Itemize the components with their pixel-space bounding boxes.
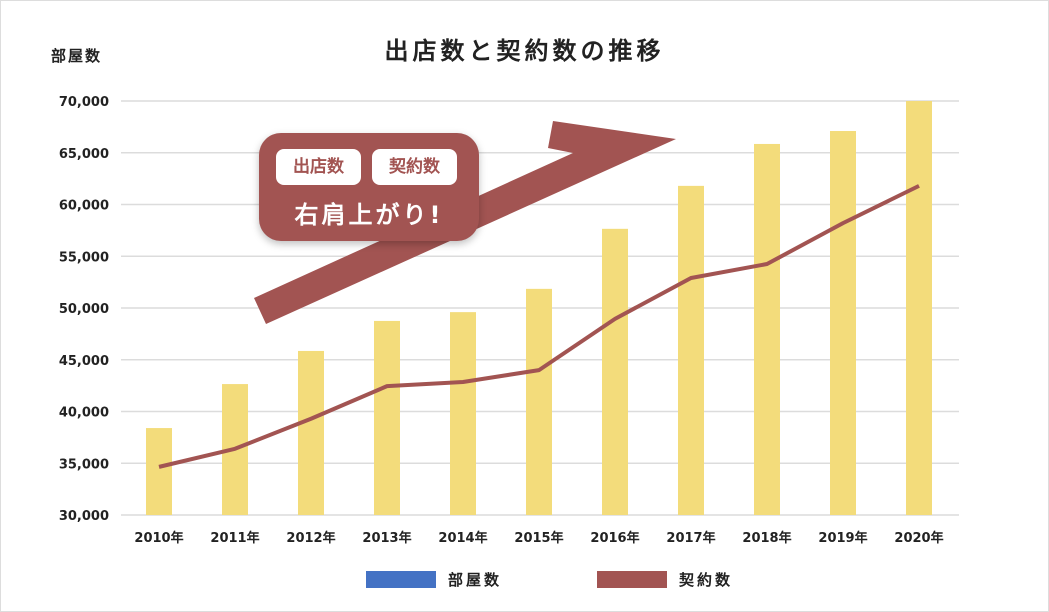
bar [146, 428, 172, 515]
x-tick-label: 2016年 [590, 530, 639, 546]
bar [450, 312, 476, 515]
bar [602, 228, 628, 515]
y-tick-label: 50,000 [59, 302, 109, 317]
x-tick-label: 2010年 [134, 530, 183, 546]
legend-swatch-contracts [597, 571, 668, 588]
x-tick-label: 2011年 [210, 530, 259, 546]
legend-label-contracts: 契約数 [679, 571, 734, 589]
x-tick-label: 2020年 [894, 530, 943, 546]
x-tick-label: 2014年 [438, 530, 487, 546]
bar [526, 288, 552, 515]
bar [678, 185, 704, 515]
x-tick-label: 2017年 [666, 530, 715, 546]
bar [298, 350, 324, 515]
y-tick-label: 40,000 [59, 406, 109, 421]
y-axis-label: 部屋数 [51, 47, 103, 65]
legend: 部屋数 契約数 [366, 569, 733, 590]
callout-chip-stores: 出店数 [276, 149, 361, 185]
x-tick-label: 2012年 [286, 530, 335, 546]
callout-headline: 右肩上がり! [294, 201, 444, 229]
x-tick-label: 2015年 [514, 530, 563, 546]
bar [906, 101, 932, 515]
bar [830, 131, 856, 515]
x-tick-label: 2019年 [818, 530, 867, 546]
y-tick-label: 60,000 [59, 199, 109, 214]
y-tick-label: 70,000 [59, 95, 109, 110]
y-tick-label: 55,000 [59, 250, 109, 265]
legend-swatch-rooms [366, 571, 436, 588]
x-tick-label: 2013年 [362, 530, 411, 546]
x-tick-label: 2018年 [742, 530, 791, 546]
bar [374, 320, 400, 515]
callout-chip-contracts: 契約数 [372, 149, 457, 185]
y-tick-label: 45,000 [59, 354, 109, 369]
y-tick-label: 30,000 [59, 509, 109, 524]
y-tick-label: 65,000 [59, 147, 109, 162]
legend-label-rooms: 部屋数 [448, 571, 503, 589]
bar [754, 143, 780, 515]
y-tick-label: 35,000 [59, 457, 109, 472]
callout-box: 出店数 契約数 右肩上がり! [259, 133, 479, 241]
chart-title: 出店数と契約数の推移 [384, 37, 665, 65]
